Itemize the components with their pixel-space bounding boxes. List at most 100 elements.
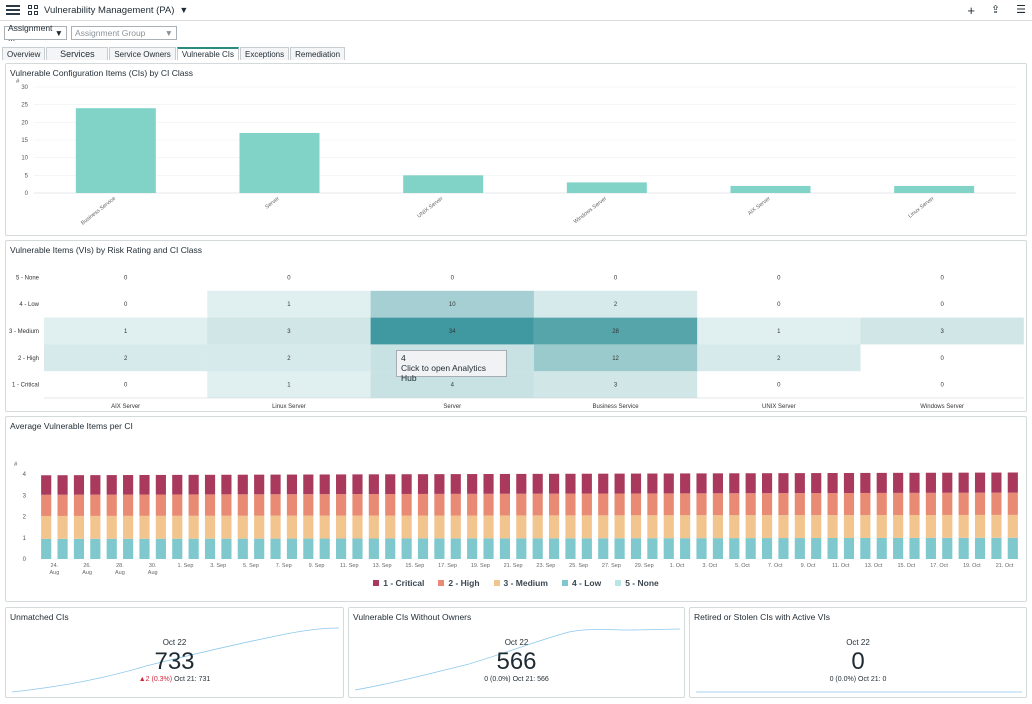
stacked-bar-segment (565, 538, 576, 559)
heatmap-col-label: Linux Server (272, 404, 306, 410)
heatmap-cell (207, 344, 371, 372)
stacked-bar-segment (188, 515, 199, 539)
stacked-bar-segment (303, 538, 314, 559)
stacked-bar-segment (532, 493, 543, 516)
legend-item-none[interactable]: 5 - None (615, 578, 659, 588)
heatmap-row-label: 1 - Critical (12, 383, 39, 389)
stacked-bar-segment (991, 514, 1002, 538)
heatmap-cell-value: 3 (940, 329, 944, 335)
bar (75, 108, 156, 193)
dashboard-grid-icon[interactable] (28, 5, 38, 15)
stacked-bar-segment (647, 538, 658, 559)
stacked-bar-segment (106, 538, 117, 559)
menu-icon[interactable] (6, 5, 20, 15)
legend-item-critical[interactable]: 1 - Critical (373, 578, 424, 588)
y-tick-label: 2 (23, 515, 27, 521)
x-tick-label: 28. (116, 563, 124, 569)
stacked-bar-segment (860, 515, 871, 538)
x-tick-label: Linux Server (907, 196, 935, 220)
y-tick-label: 15 (21, 138, 28, 144)
stacked-bar-segment (516, 515, 527, 539)
stacked-bar-segment (843, 493, 855, 516)
stacked-bar-segment (548, 515, 560, 539)
stacked-bar-segment (893, 515, 904, 538)
stacked-bar-segment (139, 494, 150, 516)
y-tick-label: 5 (25, 173, 29, 179)
x-tick-label: AIX Server (747, 196, 772, 217)
filter-settings-icon[interactable]: ☰ (1016, 4, 1026, 16)
x-tick-label: Aug (82, 570, 92, 576)
stacked-bar-segment (204, 538, 216, 559)
stacked-bar-segment (434, 538, 445, 559)
x-tick-label: Business Service (80, 196, 117, 227)
dashboard-tabs: Overview Services Service Owners Vulnera… (2, 47, 346, 60)
stacked-bar-segment (974, 537, 986, 559)
stacked-bar-segment (319, 538, 330, 559)
stacked-bar-segment (155, 515, 166, 539)
heatmap-cell-value: 28 (612, 329, 619, 335)
stacked-bar-segment (761, 493, 773, 516)
stacked-bar-segment (811, 538, 822, 559)
assignment-group-select[interactable]: Assignment Group ▼ (71, 26, 177, 40)
x-tick-label: 15. Oct (897, 563, 915, 569)
heatmap-tooltip: 4 Click to open Analytics Hub (396, 350, 507, 383)
share-icon[interactable]: ⇪ (990, 4, 1001, 16)
tab-remediation[interactable]: Remediation (290, 47, 346, 60)
tab-overview[interactable]: Overview (2, 47, 46, 60)
x-tick-label: 5. Sep (243, 563, 259, 569)
stacked-bar-segment (270, 474, 281, 495)
stacked-bar-segment (172, 494, 183, 516)
stacked-bar-segment (909, 515, 920, 538)
stacked-bar-segment (745, 515, 756, 539)
stacked-bar-segment (434, 493, 445, 516)
kpi-unmatched-cis[interactable]: Unmatched CIs Oct 22 733 ▲2 (0.3%) Oct 2… (5, 607, 344, 698)
stacked-bar-segment (843, 537, 855, 559)
stacked-bar-segment (123, 515, 134, 539)
stacked-bar-segment (286, 538, 298, 559)
heatmap-cell-value: 1 (287, 383, 291, 389)
heatmap-cell (533, 344, 698, 372)
tab-vulnerable-cis[interactable]: Vulnerable CIs (176, 47, 239, 60)
stacked-bar-segment (467, 515, 478, 539)
risk-heatmap-panel: Vulnerable Items (VIs) by Risk Rating an… (5, 240, 1027, 412)
heatmap-cell-value: 2 (287, 356, 291, 362)
legend-item-medium[interactable]: 3 - Medium (493, 578, 548, 588)
legend-item-low[interactable]: 4 - Low (561, 578, 601, 588)
heatmap-cell-value: 3 (614, 383, 618, 389)
tab-services[interactable]: Services (46, 47, 109, 60)
kpi-retired-stolen-cis[interactable]: Retired or Stolen CIs with Active VIs Oc… (689, 607, 1027, 698)
add-icon[interactable]: + (967, 3, 975, 18)
kpi-delta-line: ▲2 (0.3%) Oct 21: 731 (6, 676, 343, 683)
stacked-bar-segment (811, 493, 822, 516)
stacked-bar-segment (991, 492, 1002, 515)
heatmap-cell-value: 0 (940, 383, 944, 389)
stacked-bar-segment (712, 515, 723, 539)
kpi-date: Oct 22 (846, 638, 870, 647)
stacked-bar-segment (630, 538, 642, 559)
stacked-bar-segment (483, 493, 494, 516)
stacked-bar-segment (942, 492, 953, 515)
stacked-bar-segment (57, 494, 68, 516)
assignment-select[interactable]: Assignment ... ▼ (4, 23, 67, 43)
stacked-bar-segment (794, 538, 805, 559)
heatmap-row-label: 2 - High (18, 356, 39, 362)
legend-item-high[interactable]: 2 - High (438, 578, 480, 588)
kpi-sparkline (11, 627, 340, 693)
kpi-cis-without-owners[interactable]: Vulnerable CIs Without Owners Oct 22 566… (348, 607, 685, 698)
stacked-bar-segment (204, 474, 216, 495)
tab-service-owners[interactable]: Service Owners (109, 47, 176, 60)
dashboard-title[interactable]: Vulnerability Management (PA) (44, 4, 175, 16)
x-tick-label: 9. Sep (309, 563, 325, 569)
stacked-bar-segment (417, 515, 429, 539)
x-tick-label: 7. Sep (276, 563, 292, 569)
stacked-bar-segment (1007, 472, 1018, 493)
tab-exceptions[interactable]: Exceptions (240, 47, 290, 60)
heatmap-cell (370, 290, 534, 318)
stacked-bar-segment (876, 492, 887, 516)
bar (566, 182, 647, 193)
stacked-bar-segment (221, 515, 232, 539)
chevron-down-icon[interactable]: ▼ (179, 5, 189, 15)
kpi-date: Oct 22 (504, 638, 529, 647)
stacked-bar-segment (614, 515, 625, 539)
stacked-bar-segment (401, 538, 412, 559)
